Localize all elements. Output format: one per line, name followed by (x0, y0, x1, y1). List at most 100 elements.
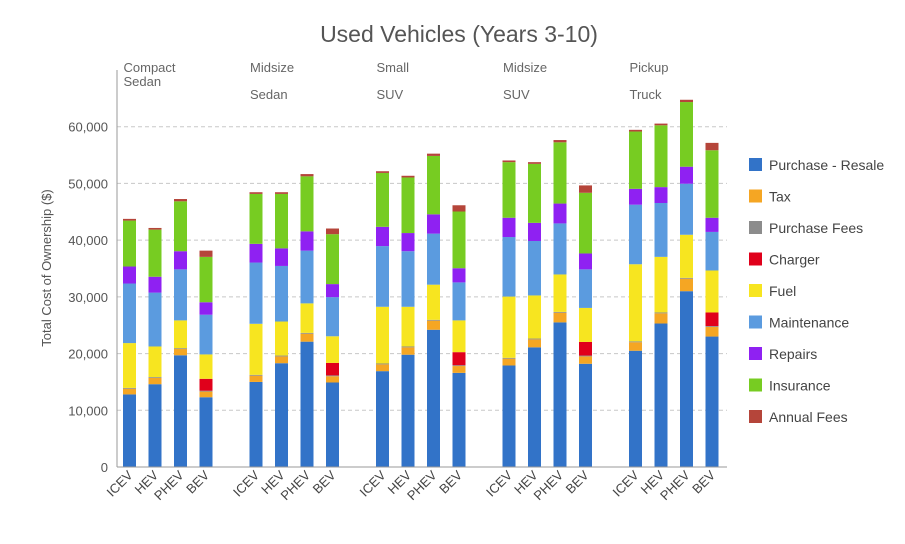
bar-segment (401, 346, 415, 348)
x-tick-label: BEV (310, 467, 339, 496)
y-tick-label: 50,000 (68, 176, 108, 191)
bar-segment (401, 347, 415, 355)
bar-segment (174, 201, 187, 252)
bar-segment (452, 352, 466, 366)
bar-segment (326, 376, 339, 383)
bar-segment (528, 338, 541, 340)
bar-segment (376, 364, 389, 372)
bar-segment (502, 217, 516, 238)
legend-entry: Insurance (769, 378, 831, 394)
bar-segment (401, 354, 415, 467)
bar-segment (654, 123, 668, 126)
legend-entry: Fuel (769, 283, 796, 299)
bar-segment (174, 269, 187, 321)
legend-swatch (749, 221, 762, 234)
group-label: Small (377, 60, 410, 75)
bar-segment (553, 140, 567, 143)
x-tick-label: ICEV (357, 467, 389, 499)
group-label: Midsize (503, 60, 547, 75)
bar-segment (275, 321, 288, 356)
bar-segment (528, 339, 541, 348)
x-tick-label: BEV (689, 467, 718, 496)
legend: Purchase - Resale Tax Purchase Fees Charger… (749, 157, 884, 425)
bar-segment (300, 250, 314, 304)
bar-segment (654, 202, 668, 257)
bar-segment (705, 312, 719, 327)
bar-segment (579, 307, 592, 342)
bar-segment (199, 390, 213, 392)
bar-segment (376, 171, 389, 173)
bar-segment (427, 155, 440, 215)
bar-segment (452, 372, 466, 467)
bar-segment (249, 243, 263, 263)
bar-segment (174, 199, 187, 202)
bars (123, 99, 719, 467)
bar-segment (249, 374, 263, 376)
bar-segment (680, 277, 693, 279)
bar-segment (249, 192, 263, 194)
bar-segment (123, 283, 136, 344)
bar-segment (401, 233, 415, 252)
bar-segment (654, 323, 668, 467)
bar-segment (629, 129, 642, 132)
y-tick-label: 20,000 (68, 347, 108, 362)
group-label: Compact (124, 60, 176, 75)
bar-segment (199, 397, 213, 467)
x-tick-label: BEV (183, 467, 212, 496)
x-tick-label: BEV (563, 467, 592, 496)
bar-segment (326, 284, 339, 298)
bar-segment (401, 175, 415, 178)
bar-segment (123, 387, 136, 389)
bar-segment (199, 256, 213, 303)
bar-segment (249, 193, 263, 244)
bar-segment (579, 253, 592, 270)
bar-segment (174, 355, 187, 467)
bar-segment (452, 205, 466, 212)
bar-segment (579, 192, 592, 254)
group-labels: CompactSedanMidsizeSedanSmallSUVMidsizeS… (124, 60, 669, 102)
bar-segment (553, 223, 567, 275)
group-label: SUV (503, 87, 530, 102)
bar-segment (300, 231, 314, 251)
bar-segment (300, 176, 314, 232)
x-tick-label: PHEV (657, 467, 693, 503)
bar-segment (123, 220, 136, 267)
bar-segment (275, 355, 288, 357)
bar-segment (199, 302, 213, 315)
bar-segment (174, 349, 187, 356)
x-tick-label: BEV (436, 467, 465, 496)
bar-segment (275, 248, 288, 266)
legend-entry: Repairs (769, 346, 817, 362)
grid-lines (117, 126, 727, 411)
bar-segment (654, 187, 668, 203)
bar-segment (553, 311, 567, 313)
bar-segment (148, 292, 162, 347)
bar-segment (502, 365, 516, 467)
axes (116, 70, 727, 468)
bar-segment (148, 377, 162, 378)
bar-segment (148, 229, 162, 277)
legend-entry: Annual Fees (769, 409, 848, 425)
bar-segment (376, 172, 389, 227)
bar-segment (300, 333, 314, 342)
bar-segment (300, 303, 314, 333)
bar-segment (629, 342, 642, 351)
legend-swatch (749, 347, 762, 360)
legend-swatch (749, 284, 762, 297)
x-tick-label: ICEV (483, 467, 515, 499)
bar-segment (326, 228, 339, 235)
bar-segment (680, 234, 693, 278)
bar-segment (275, 265, 288, 322)
x-tick-label: ICEV (104, 467, 136, 499)
bar-segment (376, 226, 389, 247)
bar-segment (452, 366, 466, 373)
bar-segment (528, 295, 541, 339)
bar-segment (553, 322, 567, 467)
bar-segment (553, 142, 567, 204)
bar-segment (705, 150, 719, 218)
bar-segment (249, 262, 263, 324)
x-tick-label: ICEV (610, 467, 642, 499)
bar-segment (452, 365, 466, 367)
